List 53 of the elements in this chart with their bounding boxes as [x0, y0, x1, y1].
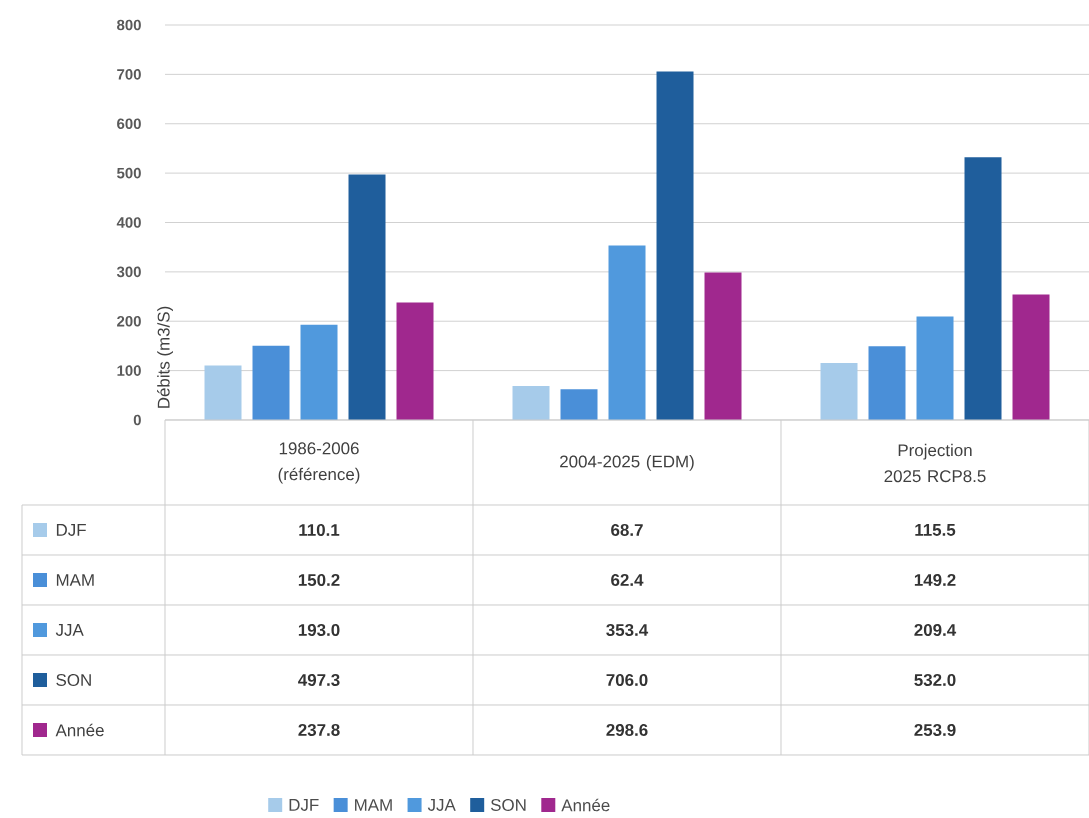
bar	[300, 324, 338, 420]
text: SON	[490, 798, 526, 811]
data-label: 62.4	[611, 573, 644, 586]
text: MAM	[355, 799, 392, 811]
data-label: 253.9	[914, 723, 956, 736]
y-tick-label: 700	[117, 69, 141, 80]
bar	[656, 71, 694, 420]
y-tick-label: 100	[117, 365, 141, 376]
y-axis-title: Débits (m3/S)	[157, 306, 173, 408]
bar	[560, 389, 598, 420]
data-label: 209.4	[914, 623, 957, 636]
data-label: 149.2	[914, 573, 956, 586]
legend-label: Année	[561, 798, 610, 812]
x-tick-label: 1986-2006 (référence)	[278, 442, 360, 484]
data-label: 237.8	[298, 723, 340, 736]
data-label: 706.0	[606, 673, 648, 686]
text: Année	[55, 723, 104, 737]
data-label: 68.7	[611, 523, 643, 536]
y-tick-label: 300	[116, 266, 141, 278]
data-label: 497.3	[298, 673, 340, 686]
data-label: 150.2	[298, 573, 340, 586]
bar	[608, 245, 646, 420]
legend-label: JJA	[55, 624, 84, 636]
y-tick-label: 600	[117, 118, 141, 130]
y-tick-label: 500	[117, 167, 141, 179]
bar	[820, 362, 858, 420]
y-tick-label: 400	[116, 217, 141, 228]
x-tick-label: 2004-2025 (EDM)	[560, 455, 694, 471]
bar	[396, 302, 434, 420]
bar	[916, 316, 954, 420]
data-label: 110.1	[299, 523, 340, 536]
bar	[704, 272, 742, 420]
text: DJF	[289, 799, 319, 811]
bar	[868, 346, 906, 420]
legend-label: MAM	[56, 574, 94, 586]
data-label: 532.0	[914, 673, 956, 686]
bar	[512, 386, 550, 420]
y-tick-label: 800	[117, 19, 141, 31]
bar	[964, 157, 1002, 420]
data-label: 115.5	[915, 524, 956, 536]
text: JJA	[427, 799, 456, 811]
bar	[252, 345, 290, 420]
data-label: 193.0	[298, 623, 340, 636]
data-label: 353.4	[606, 623, 649, 636]
bar	[348, 174, 386, 420]
legend-label: DJF	[56, 524, 86, 536]
bar	[204, 365, 242, 420]
y-tick-label: 200	[117, 315, 141, 327]
x-tick-label: Projection 2025 RCP8.5	[884, 443, 986, 483]
bar	[1012, 294, 1050, 420]
data-label: 298.6	[606, 723, 648, 736]
y-tick-label: 0	[133, 414, 141, 426]
legend-label: SON	[56, 673, 91, 686]
